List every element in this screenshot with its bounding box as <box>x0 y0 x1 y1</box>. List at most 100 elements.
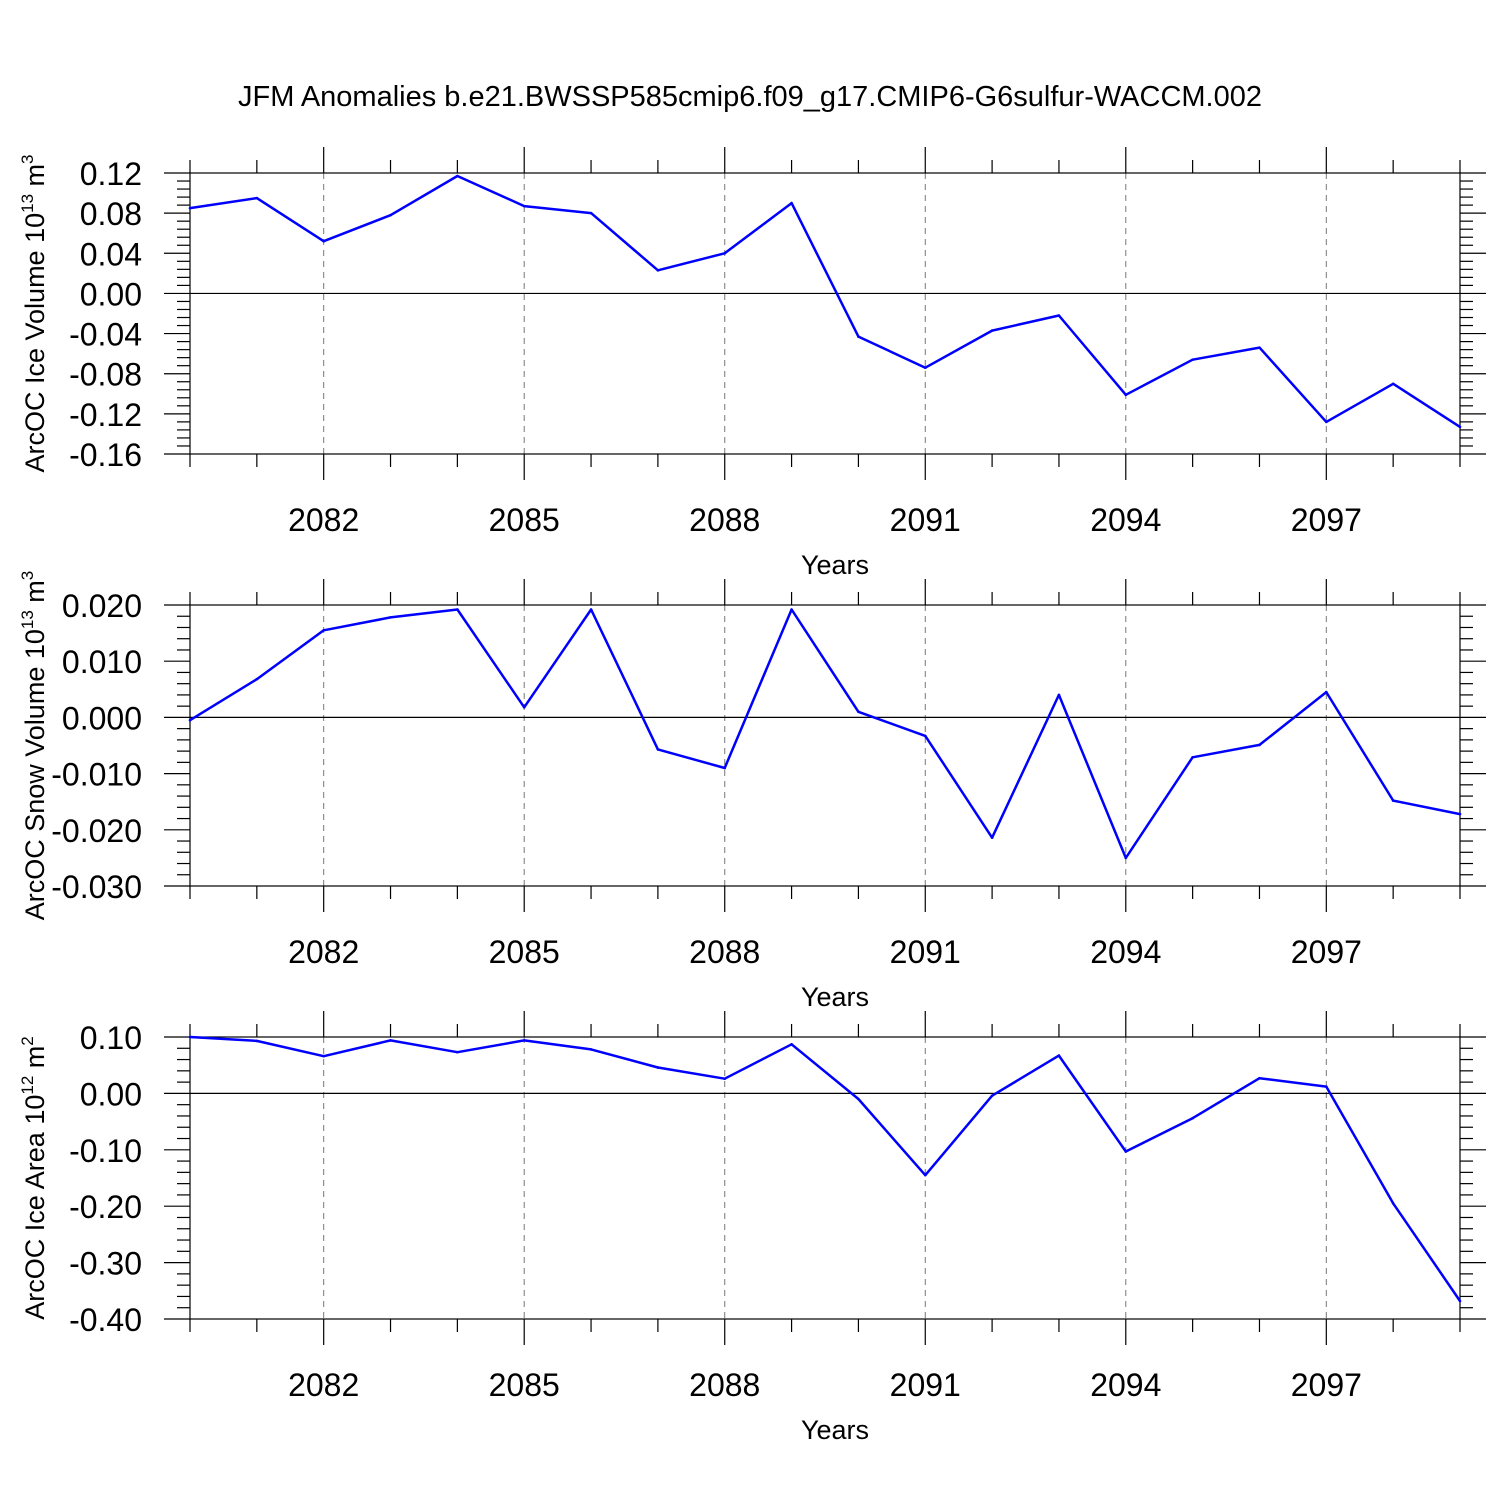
x-axis-label: Years <box>801 1415 869 1445</box>
data-point <box>790 608 793 611</box>
data-point <box>990 329 994 332</box>
x-axis-label: Years <box>801 982 869 1012</box>
x-tick-label: 2091 <box>890 934 961 970</box>
x-tick-label: 2097 <box>1291 934 1362 970</box>
x-tick-label: 2088 <box>689 934 760 970</box>
data-point <box>1124 393 1128 397</box>
x-tick-label: 2088 <box>689 1367 760 1403</box>
x-tick-label: 2082 <box>288 1367 359 1403</box>
data-point <box>1325 1085 1328 1088</box>
data-point <box>923 1173 927 1177</box>
plot-frame <box>189 604 1461 887</box>
y-tick-label: 0.08 <box>80 196 142 232</box>
y-axis-label-unit: m <box>20 164 50 194</box>
y-axis-label: ArcOC Ice Area 1012 m2 <box>18 1036 50 1320</box>
y-tick-label: 0.000 <box>62 700 142 736</box>
data-point <box>723 1077 727 1081</box>
plot-frame <box>189 1036 1461 1320</box>
y-axis-label: ArcOC Ice Volume 1013 m3 <box>18 154 50 472</box>
data-point <box>1391 799 1395 802</box>
y-tick-label: -0.10 <box>69 1133 142 1169</box>
y-tick-label: 0.00 <box>80 276 142 312</box>
data-point <box>857 1097 860 1101</box>
data-point <box>790 1043 793 1046</box>
x-tick-label: 2094 <box>1090 502 1161 538</box>
data-point <box>589 608 593 611</box>
y-axis-label-unit: m <box>20 580 50 610</box>
series-line <box>189 1035 1462 1302</box>
data-point <box>522 1039 526 1042</box>
data-point <box>188 206 192 210</box>
x-tick-label: 2085 <box>489 502 560 538</box>
y-tick-label: -0.020 <box>51 813 142 849</box>
data-point <box>857 335 860 338</box>
x-tick-label: 2091 <box>890 1367 961 1403</box>
y-axis-label-exponent: 12 <box>18 1076 37 1095</box>
panel-2: 2082 2085 2088 2091 2094 2097 Years 0.020 0.010 0… <box>18 571 1486 1012</box>
data-point <box>1057 1054 1061 1057</box>
data-point <box>255 677 259 681</box>
data-point <box>1057 314 1061 317</box>
data-point <box>790 201 793 205</box>
y-tick-label: 0.04 <box>80 236 142 272</box>
data-point <box>723 766 727 770</box>
data-point <box>456 174 459 178</box>
x-tick-label: 2097 <box>1291 1367 1362 1403</box>
data-point <box>522 204 526 208</box>
data-point <box>1191 756 1194 759</box>
data-point <box>1391 1202 1395 1205</box>
series-line <box>189 174 1461 428</box>
data-point <box>1258 1076 1261 1080</box>
data-point <box>389 616 392 619</box>
x-tick-label: 2097 <box>1291 502 1362 538</box>
data-point <box>589 1048 593 1051</box>
data-point <box>990 1094 994 1097</box>
data-point <box>188 718 192 722</box>
data-point <box>322 239 325 243</box>
data-point <box>589 211 593 215</box>
data-point <box>1391 382 1395 386</box>
y-tick-label: -0.030 <box>51 869 142 905</box>
data-point <box>188 1035 192 1039</box>
y-tick-label: 0.00 <box>80 1076 142 1112</box>
data-point <box>656 1066 660 1069</box>
data-point <box>322 628 325 632</box>
y-tick-label: -0.16 <box>69 437 142 473</box>
y-tick-label: 0.10 <box>80 1020 142 1056</box>
panel-1: 2082 2085 2088 2091 2094 2097 Years 0.12 0.08 0.0… <box>18 147 1486 580</box>
y-axis-label-unit-exponent: 3 <box>18 154 37 163</box>
data-point <box>389 1039 392 1042</box>
chart-title: JFM Anomalies b.e21.BWSSP585cmip6.f09_g1… <box>238 81 1262 113</box>
data-point <box>1124 1150 1128 1153</box>
y-tick-label: -0.12 <box>69 397 142 433</box>
data-point <box>1191 1116 1194 1120</box>
x-tick-label: 2088 <box>689 502 760 538</box>
x-tick-label: 2091 <box>890 502 961 538</box>
data-point <box>923 366 927 369</box>
data-point <box>656 748 660 751</box>
data-point <box>1458 425 1462 429</box>
x-tick-label: 2094 <box>1090 934 1161 970</box>
plot-frame <box>189 172 1461 455</box>
x-tick-label: 2085 <box>489 934 560 970</box>
data-point <box>1325 420 1328 424</box>
data-point <box>255 196 259 200</box>
data-point <box>456 1050 459 1054</box>
y-axis-label: ArcOC Snow Volume 1013 m3 <box>18 571 50 921</box>
y-tick-label: -0.40 <box>69 1302 142 1338</box>
y-axis-label-unit: m <box>20 1046 50 1076</box>
data-point <box>656 269 660 272</box>
data-point <box>1258 346 1261 349</box>
x-tick-label: 2082 <box>288 502 359 538</box>
y-axis-label-main: ArcOC Snow Volume 10 <box>20 629 50 920</box>
data-point <box>1258 743 1261 747</box>
data-point <box>456 608 459 611</box>
y-tick-label: -0.04 <box>69 317 142 353</box>
y-axis-label-exponent: 13 <box>18 610 37 629</box>
data-point <box>857 710 860 714</box>
data-point <box>322 1054 325 1058</box>
y-tick-label: 0.12 <box>80 156 142 192</box>
data-point <box>389 213 392 217</box>
y-axis-label-unit-exponent: 2 <box>18 1036 37 1045</box>
